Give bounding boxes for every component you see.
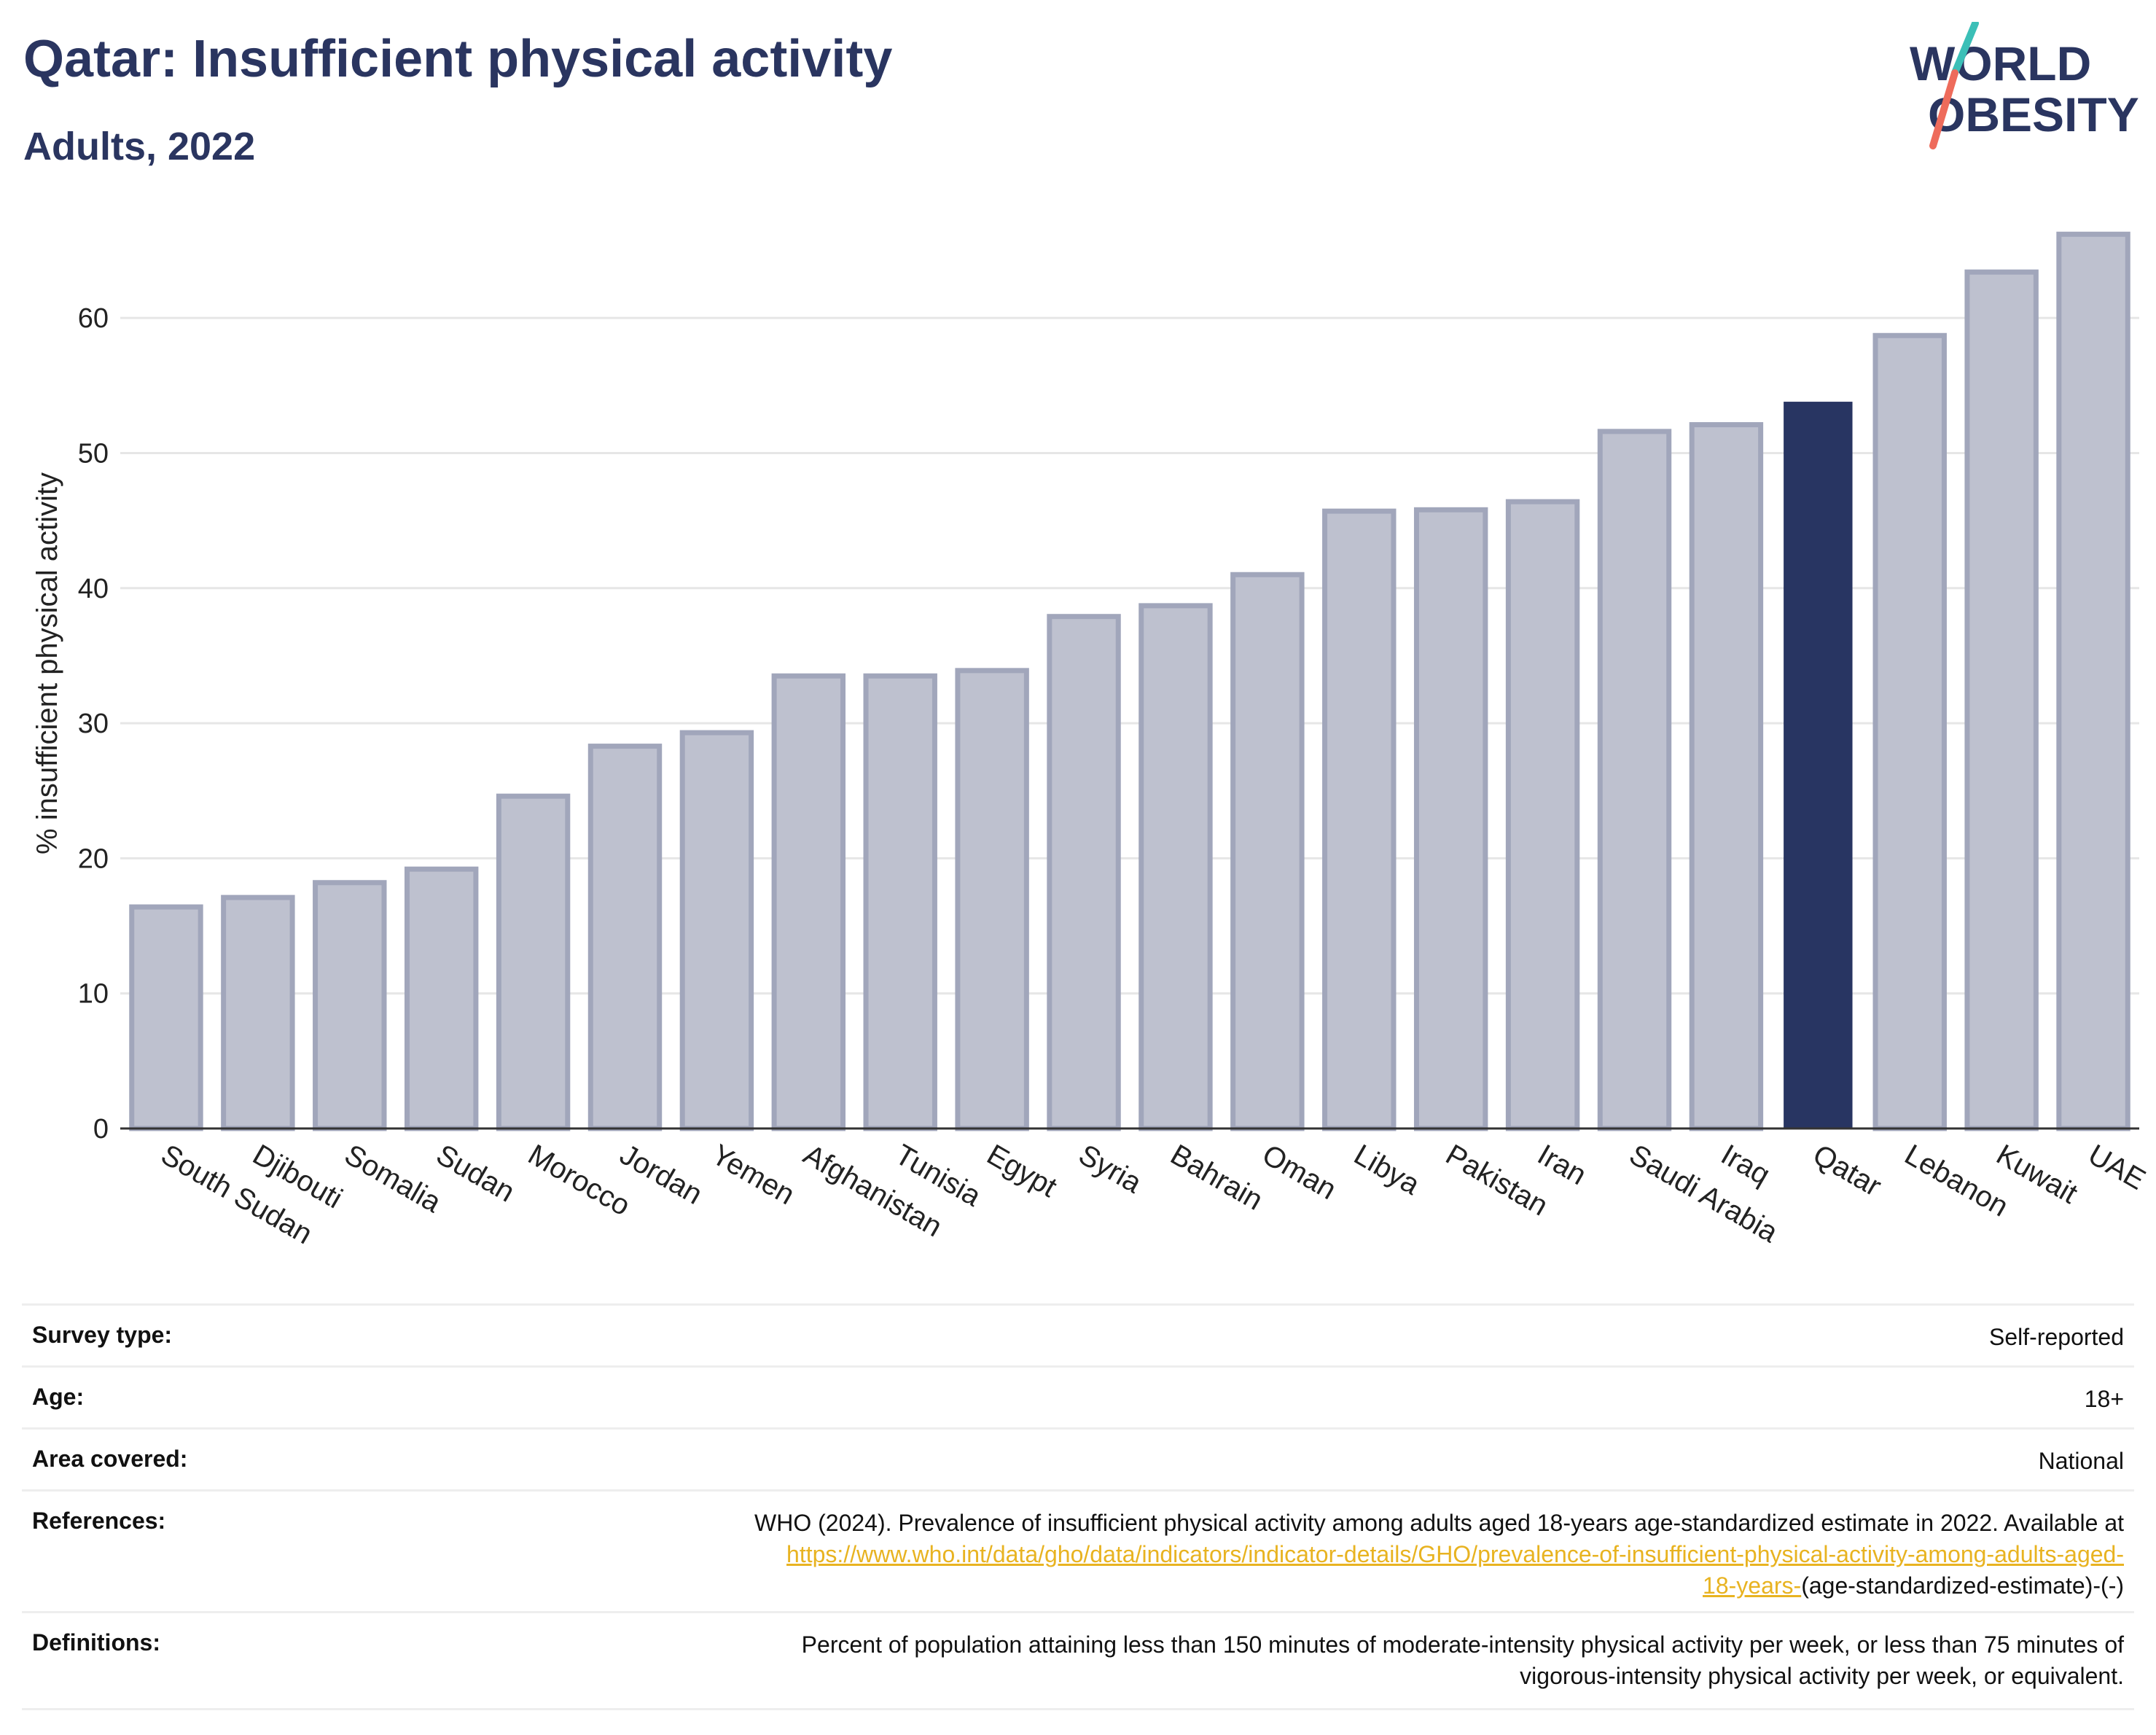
- bar: [313, 880, 387, 1131]
- x-tick-label: Somalia: [339, 1139, 447, 1220]
- bar: [221, 894, 295, 1131]
- bar: [129, 904, 203, 1131]
- definitions-label: Definitions:: [32, 1629, 160, 1656]
- logo-slash-coral: [1929, 69, 1958, 149]
- bar-highlight: [1784, 402, 1853, 1128]
- x-tick-label: Libya: [1348, 1139, 1425, 1201]
- info-row-area: Area covered: National: [22, 1428, 2134, 1491]
- definitions-value: Percent of population attaining less tha…: [305, 1613, 2134, 1709]
- bar: [679, 730, 754, 1131]
- bar: [1322, 508, 1397, 1131]
- info-row-age: Age: 18+: [22, 1366, 2134, 1429]
- bar: [2056, 231, 2130, 1131]
- y-tick-label: 10: [78, 979, 109, 1010]
- bar: [1138, 603, 1213, 1131]
- page-title: Qatar: Insufficient physical activity: [23, 30, 893, 88]
- bar: [404, 866, 479, 1131]
- x-tick-label: Bahrain: [1165, 1139, 1268, 1217]
- definitions-line2: vigorous-intensity physical activity per…: [1520, 1663, 2124, 1690]
- survey-type-value: Self-reported: [1989, 1324, 2124, 1350]
- page-subtitle: Adults, 2022: [23, 125, 256, 168]
- world-obesity-logo[interactable]: WORLD OBESITY: [1888, 20, 2139, 153]
- bar: [587, 744, 663, 1131]
- x-tick-label: Iran: [1532, 1139, 1592, 1192]
- info-table: Survey type: Self-reported Age: 18+ Area…: [22, 1303, 2134, 1710]
- x-tick-label: Pakistan: [1440, 1139, 1553, 1223]
- x-tick-label: Qatar: [1808, 1139, 1887, 1203]
- y-tick-label: 40: [78, 574, 109, 604]
- bar: [955, 668, 1029, 1131]
- x-tick-label: UAE: [2083, 1139, 2151, 1196]
- bar: [1689, 422, 1764, 1131]
- bar: [1872, 332, 1947, 1131]
- logo-slash-teal: [1951, 20, 1979, 77]
- bar: [1505, 499, 1580, 1131]
- bar: [1413, 507, 1488, 1131]
- bars: [129, 231, 2130, 1131]
- bar: [771, 673, 846, 1131]
- x-tick-label: Oman: [1257, 1139, 1341, 1206]
- x-tick-label: Syria: [1074, 1139, 1148, 1200]
- references-text: WHO (2024). Prevalence of insufficient p…: [754, 1510, 2124, 1536]
- info-row-survey-type: Survey type: Self-reported: [22, 1304, 2134, 1367]
- y-tick-label: 30: [78, 709, 109, 739]
- area-covered-label: Area covered:: [32, 1446, 188, 1472]
- y-tick-label: 50: [78, 438, 109, 469]
- y-tick-label: 60: [78, 303, 109, 334]
- age-value: 18+: [2084, 1386, 2124, 1412]
- x-tick-label: Egypt: [982, 1139, 1063, 1204]
- references-value: WHO (2024). Prevalence of insufficient p…: [305, 1491, 2134, 1613]
- references-link[interactable]: https://www.who.int/data/gho/data/indica…: [786, 1541, 2124, 1599]
- references-suffix: (age-standardized-estimate)-(-): [1801, 1572, 2124, 1599]
- definitions-line1: Percent of population attaining less tha…: [801, 1631, 2124, 1658]
- bar: [863, 673, 937, 1131]
- bar: [1964, 269, 2039, 1131]
- references-link-part2: 18-years-: [1703, 1572, 1802, 1599]
- area-covered-value: National: [2038, 1448, 2124, 1474]
- survey-type-label: Survey type:: [32, 1322, 173, 1348]
- x-tick-label: Lebanon: [1899, 1139, 2014, 1223]
- info-row-references: References: WHO (2024). Prevalence of in…: [22, 1490, 2134, 1613]
- y-axis-label: % insufficient physical activity: [31, 472, 63, 854]
- bar: [1230, 572, 1305, 1131]
- logo-line1: WORLD: [1910, 36, 2091, 90]
- x-tick-label: Yemen: [706, 1139, 800, 1212]
- bar: [1597, 429, 1672, 1131]
- age-label: Age:: [32, 1384, 85, 1410]
- references-label: References:: [32, 1508, 166, 1534]
- y-tick-label: 0: [93, 1114, 109, 1145]
- world-obesity-logo-icon: WORLD OBESITY: [1910, 20, 2139, 149]
- bar: [1047, 614, 1121, 1131]
- logo-line2: OBESITY: [1928, 87, 2139, 141]
- references-link-part1: https://www.who.int/data/gho/data/indica…: [786, 1541, 2124, 1568]
- info-row-definitions: Definitions: Percent of population attai…: [22, 1612, 2134, 1709]
- x-tick-label: Iraq: [1716, 1139, 1776, 1192]
- bar: [496, 793, 571, 1131]
- x-tick-label: Sudan: [431, 1139, 520, 1209]
- y-tick-label: 20: [78, 843, 109, 874]
- x-tick-label: Morocco: [523, 1139, 636, 1223]
